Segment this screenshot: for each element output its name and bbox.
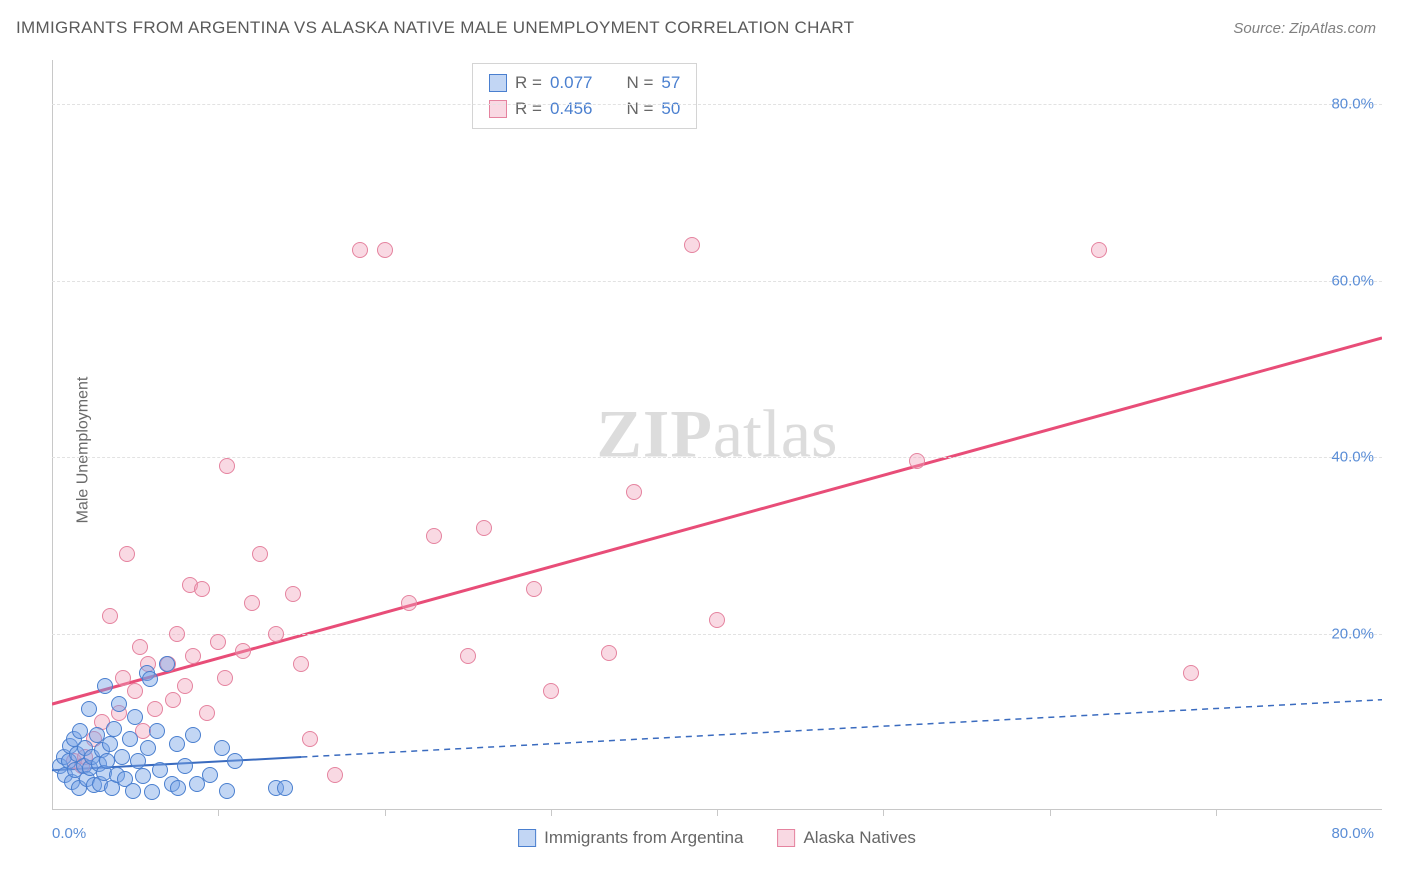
x-tick-minor xyxy=(1216,810,1217,816)
scatter-point-pink xyxy=(626,484,642,500)
x-tick-minor xyxy=(717,810,718,816)
scatter-point-blue xyxy=(81,701,97,717)
scatter-point-blue xyxy=(227,753,243,769)
scatter-point-pink xyxy=(127,683,143,699)
scatter-point-pink xyxy=(244,595,260,611)
legend-stats-row: R = 0.456N = 50 xyxy=(489,96,680,122)
scatter-point-blue xyxy=(177,758,193,774)
scatter-point-blue xyxy=(214,740,230,756)
scatter-point-pink xyxy=(147,701,163,717)
chart-title: IMMIGRANTS FROM ARGENTINA VS ALASKA NATI… xyxy=(16,18,854,38)
scatter-point-blue xyxy=(97,678,113,694)
scatter-point-blue xyxy=(122,731,138,747)
scatter-point-blue xyxy=(169,736,185,752)
gridline-h xyxy=(52,104,1382,105)
x-tick-0: 0.0% xyxy=(52,825,86,842)
scatter-point-pink xyxy=(460,648,476,664)
chart-area: Male Unemployment ZIPatlas 0.0% 80.0% R … xyxy=(52,60,1382,840)
scatter-point-pink xyxy=(268,626,284,642)
scatter-point-pink xyxy=(1183,665,1199,681)
scatter-point-pink xyxy=(169,626,185,642)
legend-series-item: Immigrants from Argentina xyxy=(518,828,743,848)
scatter-point-blue xyxy=(152,762,168,778)
x-tick-minor xyxy=(1050,810,1051,816)
scatter-point-blue xyxy=(111,696,127,712)
x-tick-minor xyxy=(551,810,552,816)
scatter-point-blue xyxy=(102,736,118,752)
scatter-point-pink xyxy=(601,645,617,661)
scatter-point-pink xyxy=(210,634,226,650)
scatter-point-blue xyxy=(202,767,218,783)
scatter-point-pink xyxy=(194,581,210,597)
legend-series-item: Alaska Natives xyxy=(777,828,915,848)
legend-swatch xyxy=(518,829,536,847)
legend-series: Immigrants from Argentina Alaska Natives xyxy=(518,828,916,848)
scatter-point-pink xyxy=(327,767,343,783)
y-tick-label: 20.0% xyxy=(1331,625,1374,642)
scatter-point-pink xyxy=(426,528,442,544)
gridline-h xyxy=(52,457,1382,458)
scatter-point-blue xyxy=(114,749,130,765)
scatter-point-pink xyxy=(177,678,193,694)
scatter-point-pink xyxy=(476,520,492,536)
scatter-point-pink xyxy=(352,242,368,258)
scatter-point-pink xyxy=(119,546,135,562)
legend-swatch xyxy=(489,100,507,118)
scatter-point-blue xyxy=(125,783,141,799)
scatter-point-blue xyxy=(130,753,146,769)
x-tick-minor xyxy=(385,810,386,816)
scatter-point-pink xyxy=(709,612,725,628)
scatter-point-blue xyxy=(135,768,151,784)
scatter-point-blue xyxy=(149,723,165,739)
legend-stats-row: R = 0.077N = 57 xyxy=(489,70,680,96)
scatter-point-blue xyxy=(219,783,235,799)
scatter-point-blue xyxy=(127,709,143,725)
scatter-point-blue xyxy=(72,723,88,739)
scatter-point-blue xyxy=(106,721,122,737)
scatter-point-blue xyxy=(142,671,158,687)
scatter-point-pink xyxy=(377,242,393,258)
scatter-point-blue xyxy=(159,656,175,672)
y-tick-label: 60.0% xyxy=(1331,272,1374,289)
scatter-point-blue xyxy=(277,780,293,796)
scatter-point-blue xyxy=(144,784,160,800)
legend-swatch xyxy=(777,829,795,847)
scatter-point-pink xyxy=(165,692,181,708)
scatter-point-pink xyxy=(217,670,233,686)
scatter-point-blue xyxy=(170,780,186,796)
gridline-h xyxy=(52,634,1382,635)
scatter-point-pink xyxy=(526,581,542,597)
scatter-point-pink xyxy=(909,453,925,469)
x-tick-80: 80.0% xyxy=(1331,825,1374,842)
scatter-point-pink xyxy=(185,648,201,664)
scatter-point-pink xyxy=(302,731,318,747)
scatter-point-blue xyxy=(140,740,156,756)
scatter-point-pink xyxy=(132,639,148,655)
scatter-point-pink xyxy=(102,608,118,624)
x-tick-minor xyxy=(218,810,219,816)
gridline-h xyxy=(52,281,1382,282)
plot-region: ZIPatlas 0.0% 80.0% R = 0.077N = 57R = 0… xyxy=(52,60,1382,840)
scatter-point-pink xyxy=(252,546,268,562)
y-tick-label: 80.0% xyxy=(1331,96,1374,113)
watermark: ZIPatlas xyxy=(597,395,838,474)
scatter-point-pink xyxy=(285,586,301,602)
scatter-point-pink xyxy=(115,670,131,686)
scatter-point-pink xyxy=(401,595,417,611)
scatter-point-pink xyxy=(219,458,235,474)
scatter-point-pink xyxy=(543,683,559,699)
y-axis-line xyxy=(52,60,53,810)
x-tick-minor xyxy=(883,810,884,816)
legend-stats: R = 0.077N = 57R = 0.456N = 50 xyxy=(472,63,697,129)
source-credit: Source: ZipAtlas.com xyxy=(1233,20,1376,37)
scatter-point-pink xyxy=(199,705,215,721)
legend-swatch xyxy=(489,74,507,92)
scatter-point-pink xyxy=(1091,242,1107,258)
scatter-point-blue xyxy=(185,727,201,743)
scatter-point-pink xyxy=(235,643,251,659)
y-tick-label: 40.0% xyxy=(1331,449,1374,466)
scatter-point-pink xyxy=(684,237,700,253)
scatter-point-pink xyxy=(293,656,309,672)
trend-lines xyxy=(52,60,1382,810)
